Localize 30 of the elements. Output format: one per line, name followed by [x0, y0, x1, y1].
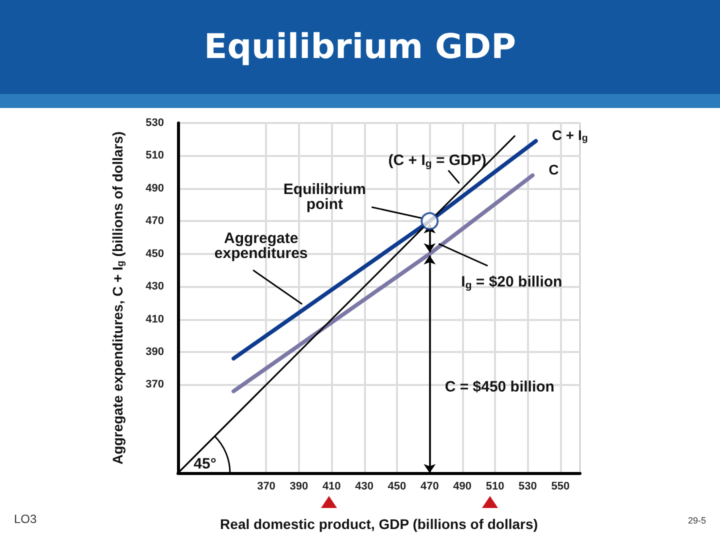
x-tick-label: 490	[453, 480, 472, 492]
x-tick-label: 510	[486, 480, 504, 492]
text: 29-5	[688, 516, 706, 526]
y-tick-label: 470	[146, 215, 164, 228]
y-axis-title: Aggregate expenditures, C + Ig (billions of dollars)	[110, 131, 126, 465]
x-tick-label: 530	[518, 480, 537, 492]
x-axis-title: Real domestic product, GDP (billions of dollars)	[220, 516, 538, 532]
y-tick-label: 510	[146, 150, 164, 162]
chart-title: Equilibrium GDP	[204, 27, 516, 67]
y-tick-label: 410	[146, 313, 164, 326]
annotation: 45°	[194, 456, 216, 472]
series-label: C	[548, 161, 559, 178]
text: LO3	[14, 512, 38, 526]
annotation: C = $450 billion	[444, 378, 554, 396]
y-tick-label: 430	[146, 280, 164, 293]
x-tick-label: 390	[290, 480, 308, 492]
x-tick-label: 470	[420, 480, 439, 492]
annotation: Equilibrium point	[283, 181, 366, 214]
y-tick-label: 390	[146, 346, 164, 358]
x-tick-label: 430	[355, 480, 374, 492]
annotation: Aggregate expenditures	[214, 230, 308, 262]
y-tick-label: 490	[146, 182, 164, 194]
y-tick-label: 370	[146, 378, 164, 391]
x-tick-label: 370	[257, 480, 276, 492]
y-tick-label: 450	[146, 248, 164, 260]
x-tick-label: 550	[551, 480, 570, 492]
y-tick-label: 530	[146, 117, 164, 129]
x-tick-label: 410	[322, 480, 341, 492]
x-tick-label: 450	[388, 480, 406, 492]
header-banner: Equilibrium GDP	[0, 0, 720, 108]
